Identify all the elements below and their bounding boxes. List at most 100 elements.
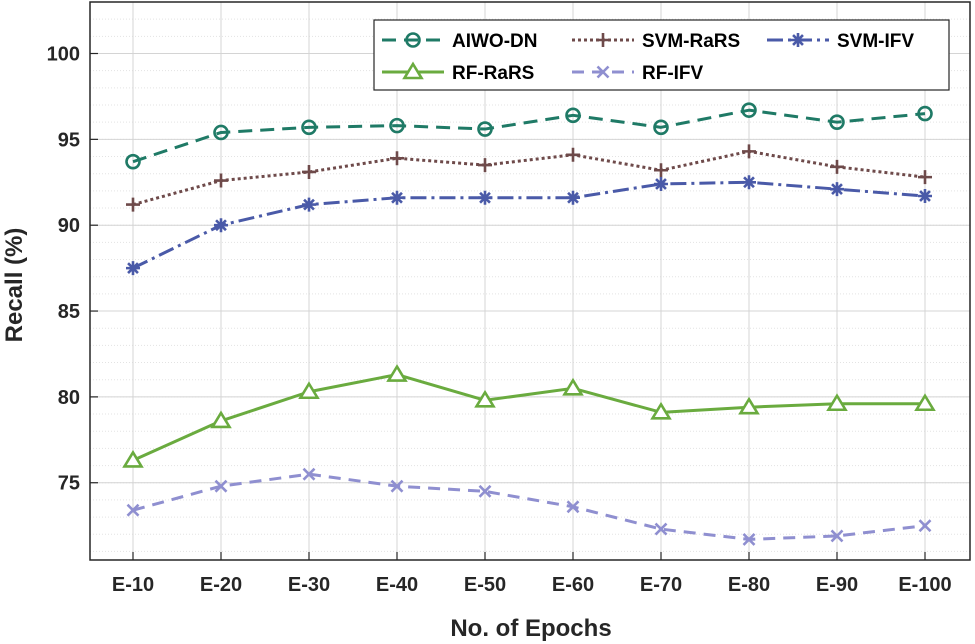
marker-shape <box>386 364 408 382</box>
marker-shape <box>390 190 404 205</box>
marker-shape <box>742 144 756 159</box>
x-tick-label: E-10 <box>112 574 154 596</box>
series-line-rf-rars <box>132 373 925 462</box>
marker-shape <box>126 197 140 212</box>
x-tick-label: E-90 <box>816 574 858 596</box>
marker-shape <box>596 65 610 79</box>
data-point-svm-rars <box>390 151 404 166</box>
data-point-svm-ifv <box>654 176 668 191</box>
legend-entry-svm-ifv: SVM-IFV <box>767 31 914 52</box>
data-point-aiwo-dn <box>829 114 845 130</box>
data-point-aiwo-dn <box>653 119 669 136</box>
marker-shape <box>829 114 845 130</box>
series-line-rf-ifv <box>132 472 926 541</box>
legend: AIWO-DN SVM-RaRS SVM-IFV RF-RaRS RF-IFV <box>373 19 950 91</box>
marker-shape <box>654 163 668 178</box>
marker-shape <box>918 189 932 204</box>
x-axis-label: No. of Epochs <box>450 615 611 642</box>
marker-shape <box>125 153 141 170</box>
marker-shape <box>474 389 496 408</box>
marker-shape <box>478 484 492 498</box>
marker-shape <box>390 479 404 493</box>
data-point-svm-ifv <box>302 197 316 212</box>
data-point-svm-ifv <box>742 175 756 190</box>
data-point-rf-ifv <box>918 519 932 533</box>
data-point-aiwo-dn <box>565 107 581 124</box>
data-point-svm-rars <box>918 170 932 185</box>
marker-shape <box>566 190 580 205</box>
series-line-svm-ifv <box>132 180 926 270</box>
data-point-rf-rars <box>122 449 144 468</box>
marker-shape <box>213 124 229 141</box>
data-point-rf-rars <box>914 393 936 412</box>
legend-entry-aiwo-dn: AIWO-DN <box>382 31 537 52</box>
data-point-rf-rars <box>298 381 320 400</box>
data-point-rf-ifv <box>390 479 404 493</box>
marker-shape <box>298 381 320 400</box>
data-point-svm-rars <box>830 159 844 174</box>
series-line-aiwo-dn <box>132 108 926 164</box>
data-point-svm-rars <box>654 163 668 178</box>
x-tick-label: E-20 <box>200 574 242 596</box>
data-point-svm-rars <box>566 147 580 162</box>
data-point-rf-ifv <box>830 529 844 543</box>
y-tick-label: 85 <box>58 301 80 323</box>
marker-shape <box>830 182 844 197</box>
data-point-rf-rars <box>650 401 672 420</box>
marker-shape <box>654 522 668 536</box>
marker-shape <box>302 164 316 179</box>
y-tick-label: 75 <box>58 473 80 495</box>
data-point-rf-rars <box>738 396 760 415</box>
legend-label: SVM-RaRS <box>642 31 740 52</box>
marker-shape <box>122 449 144 468</box>
series-svm-ifv <box>126 175 932 276</box>
y-axis-label: Recall (%) <box>1 228 28 343</box>
data-point-aiwo-dn <box>477 121 493 137</box>
series-aiwo-dn <box>125 102 933 170</box>
marker-shape <box>214 479 228 493</box>
marker-shape <box>917 105 933 122</box>
data-point-rf-ifv <box>126 503 140 517</box>
data-point-rf-ifv <box>478 484 492 498</box>
marker-shape <box>826 393 848 412</box>
data-point-aiwo-dn <box>301 119 317 136</box>
data-point-rf-ifv <box>214 479 228 493</box>
data-point-svm-rars <box>302 164 316 179</box>
marker-shape <box>210 410 232 429</box>
data-point-svm-rars <box>742 144 756 159</box>
marker-shape <box>302 467 316 481</box>
marker-shape <box>650 401 672 420</box>
y-tick-label: 90 <box>58 215 80 237</box>
series-rf-ifv <box>126 467 932 546</box>
data-point-svm-ifv <box>390 190 404 205</box>
data-point-rf-ifv <box>302 467 316 481</box>
marker-shape <box>830 529 844 543</box>
data-point-svm-ifv <box>830 182 844 197</box>
data-point-rf-ifv <box>742 532 756 546</box>
data-point-rf-rars <box>474 389 496 408</box>
marker-shape <box>126 503 140 517</box>
data-point-rf-rars <box>562 377 584 396</box>
x-tick-label: E-100 <box>898 574 951 596</box>
data-point-svm-ifv <box>566 190 580 205</box>
x-tick-label: E-60 <box>552 574 594 596</box>
legend-entry-rf-rars: RF-RaRS <box>382 61 534 84</box>
marker-shape <box>742 175 756 190</box>
marker-shape <box>214 173 228 188</box>
marker-shape <box>390 151 404 166</box>
marker-shape <box>389 117 405 134</box>
legend-swatch-marker <box>791 33 805 47</box>
data-point-rf-rars <box>826 393 848 412</box>
marker-shape <box>301 119 317 136</box>
marker-shape <box>566 147 580 162</box>
marker-shape <box>565 107 581 124</box>
data-point-svm-ifv <box>214 218 228 233</box>
marker-shape <box>918 170 932 185</box>
data-point-aiwo-dn <box>389 117 405 134</box>
x-tick-label: E-40 <box>376 574 418 596</box>
data-point-svm-ifv <box>918 189 932 204</box>
data-point-aiwo-dn <box>125 153 141 170</box>
data-point-svm-ifv <box>478 190 492 205</box>
data-point-rf-ifv <box>654 522 668 536</box>
legend-box <box>373 19 950 91</box>
